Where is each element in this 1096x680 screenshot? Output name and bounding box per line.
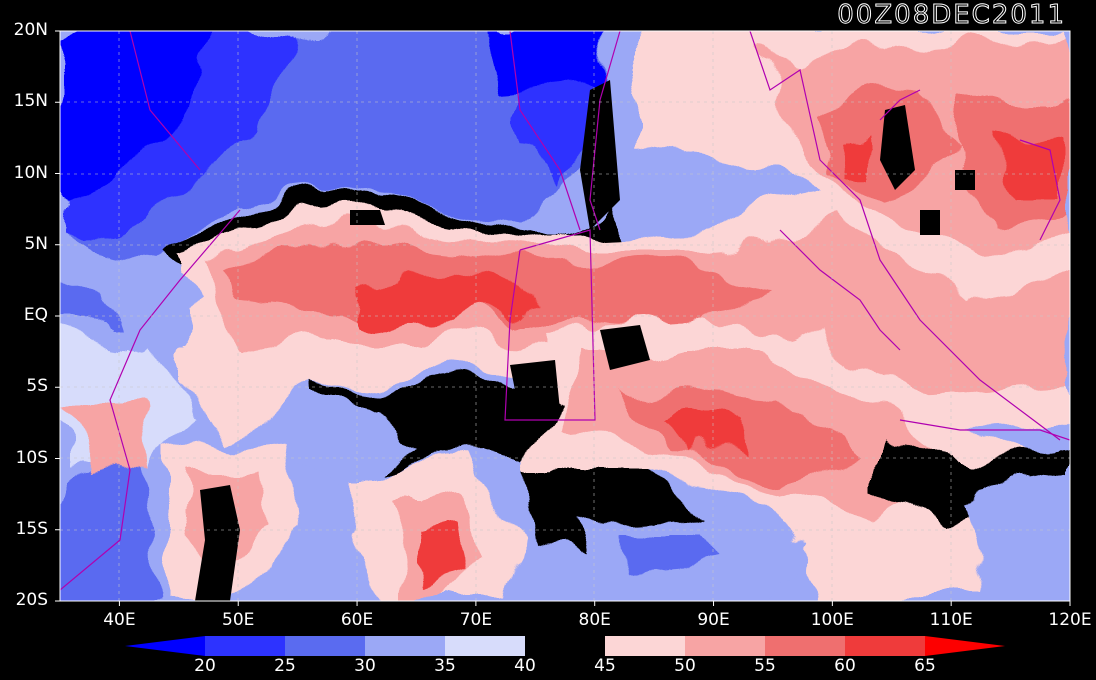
axis-ticks — [55, 30, 1071, 606]
longitude-label: 60E — [340, 610, 374, 630]
colorbar-segment — [765, 636, 845, 656]
colorbar-max-arrow — [925, 636, 1005, 656]
longitude-label: 100E — [810, 610, 854, 630]
map-area — [60, 31, 1070, 601]
colorbar-segment — [445, 636, 525, 656]
latitude-label: EQ — [23, 305, 48, 325]
colorbar-segment — [205, 636, 285, 656]
latitude-label: 5S — [26, 376, 48, 397]
colorbar-segment — [605, 636, 685, 656]
colorbar-label: 60 — [834, 656, 856, 676]
longitude-label: 80E — [578, 610, 611, 630]
colorbar-label: 45 — [594, 656, 616, 676]
latitude-label: 15S — [15, 518, 48, 539]
longitude-label: 50E — [222, 610, 255, 630]
colorbar-segment — [525, 636, 605, 656]
latitude-label: 10N — [13, 162, 48, 183]
longitude-label: 70E — [459, 610, 493, 630]
graticule — [60, 31, 1070, 601]
colorbar-segment — [285, 636, 365, 656]
colorbar-min-arrow — [125, 636, 205, 656]
latitude-label: 20S — [15, 590, 48, 610]
colorbar-label: 35 — [434, 656, 456, 676]
latitude-label: 15N — [13, 91, 48, 112]
colorbar-label: 30 — [354, 656, 376, 676]
colorbar-label: 40 — [514, 656, 536, 676]
colorbar-label: 25 — [274, 656, 296, 676]
latitude-label: 20N — [13, 20, 48, 40]
colorbar-segment — [845, 636, 925, 656]
coastlines — [60, 31, 1070, 591]
colorbar-label: 65 — [914, 656, 936, 676]
colorbar-segment — [365, 636, 445, 656]
colorbar-label: 20 — [194, 656, 216, 676]
colorbar-label: 55 — [754, 656, 776, 676]
colorbar — [125, 636, 1005, 656]
map-title: 00Z08DEC2011 — [837, 0, 1066, 31]
longitude-label: 120E — [1048, 610, 1092, 630]
colorbar-label: 50 — [674, 656, 696, 676]
longitude-label: 110E — [929, 610, 973, 630]
colorbar-segment — [685, 636, 765, 656]
latitude-label: 10S — [15, 447, 48, 468]
latitude-label: 5N — [24, 233, 48, 254]
longitude-label: 90E — [697, 610, 730, 630]
longitude-label: 40E — [103, 610, 136, 630]
